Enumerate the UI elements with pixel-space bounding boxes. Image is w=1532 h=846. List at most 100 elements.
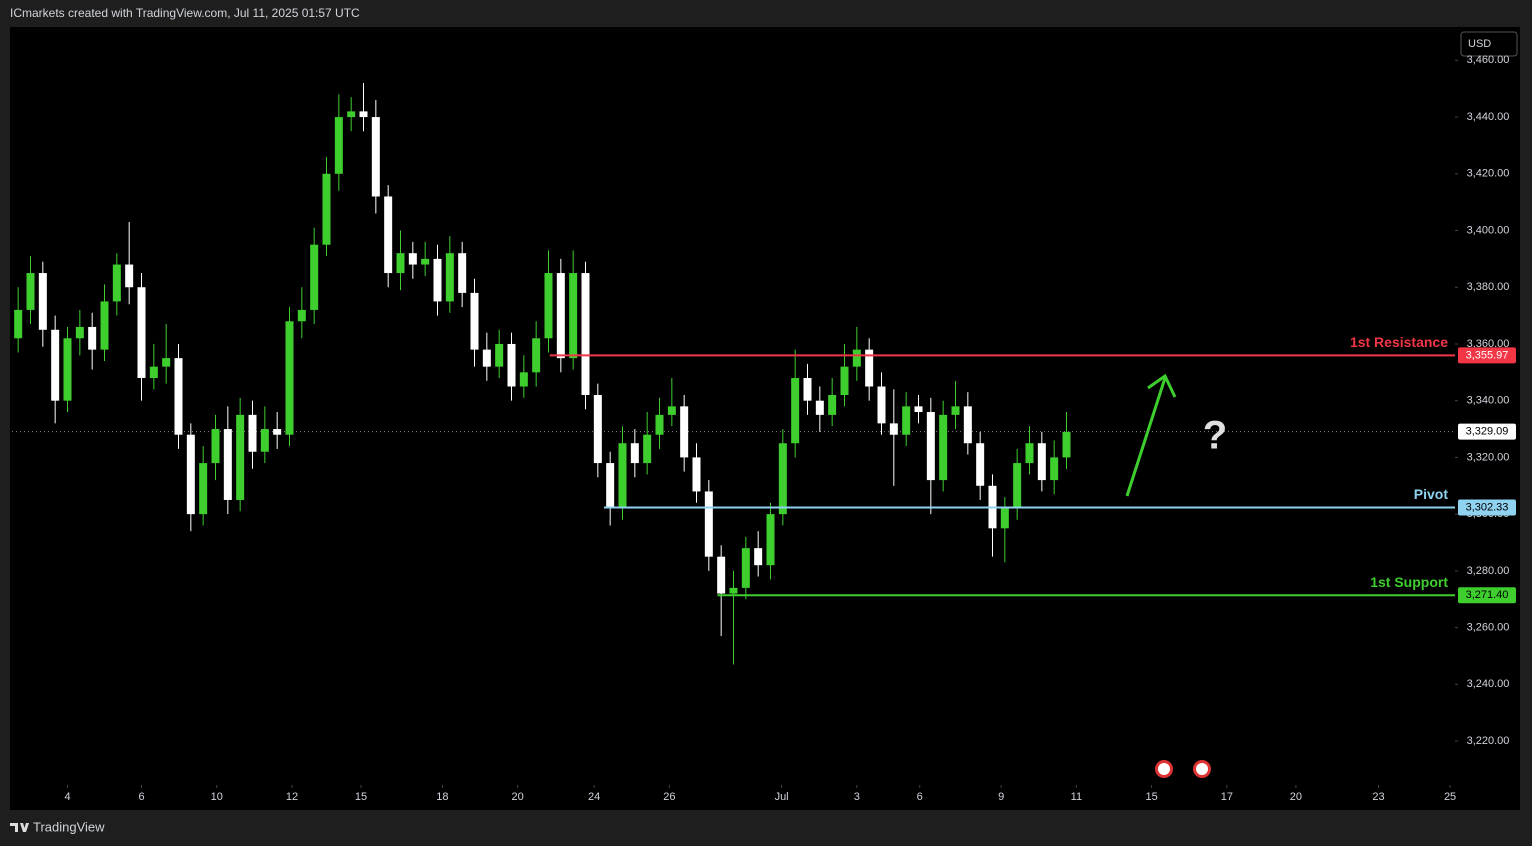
x-tick-label: 18 xyxy=(436,791,448,803)
candle-body xyxy=(754,548,763,566)
x-tick-label: 11 xyxy=(1071,791,1082,803)
candle-body xyxy=(865,349,874,387)
candle-body xyxy=(88,326,97,350)
candle-body xyxy=(14,309,23,339)
candle-body xyxy=(260,429,269,452)
candle-body xyxy=(137,287,146,378)
chart-panel xyxy=(10,27,1520,810)
x-tick-label: 6 xyxy=(138,791,144,803)
candle-body xyxy=(976,443,985,486)
candle-body xyxy=(1025,443,1034,464)
candle-body xyxy=(556,273,565,359)
currency[interactable]: USD xyxy=(1468,38,1491,50)
candle-body xyxy=(26,273,35,310)
candle-body xyxy=(630,443,639,464)
candle-body xyxy=(544,273,553,339)
x-tick-label: 10 xyxy=(211,791,223,803)
candle-body xyxy=(236,414,245,500)
candle-body xyxy=(458,253,467,293)
candle-body xyxy=(951,406,960,415)
candle-body xyxy=(914,406,923,413)
candle-body xyxy=(791,377,800,444)
x-tick-label: 6 xyxy=(917,791,923,803)
candle-body xyxy=(334,117,343,174)
candle-body xyxy=(75,326,84,339)
candle-body xyxy=(569,273,578,359)
candle-body xyxy=(939,414,948,481)
candle-body xyxy=(667,406,676,415)
x-tick-label: 25 xyxy=(1444,791,1456,803)
y-tick-label: 3,220.00 xyxy=(1467,735,1510,747)
last-price-box xyxy=(1458,423,1516,440)
candle-body xyxy=(778,443,787,515)
y-tick-label: 3,380.00 xyxy=(1467,281,1510,293)
candle-body xyxy=(655,414,664,435)
x-tick-label: 26 xyxy=(663,791,675,803)
candle-body xyxy=(963,406,972,444)
candle-body xyxy=(310,244,319,310)
candle-body xyxy=(125,264,134,288)
candle-body xyxy=(470,292,479,350)
candle-body xyxy=(815,400,824,415)
footer: TradingView xyxy=(33,819,105,834)
arrow-head xyxy=(1147,373,1177,398)
logo xyxy=(10,823,29,832)
candle-body xyxy=(1062,431,1071,458)
candle-body xyxy=(803,377,812,401)
candle-body xyxy=(828,395,837,415)
candle-body xyxy=(359,111,368,118)
candle-body xyxy=(445,253,454,302)
candle-body xyxy=(704,491,713,557)
candle-body xyxy=(162,358,171,367)
level-name: 1st Resistance xyxy=(1350,334,1448,350)
candle-body xyxy=(902,406,911,435)
x-tick-label: Jul xyxy=(775,791,789,803)
candle-body xyxy=(38,273,47,330)
y-tick-label: 3,440.00 xyxy=(1467,111,1510,123)
candle-body xyxy=(112,264,121,302)
candle-body xyxy=(421,258,430,265)
level-price: 3,271.40 xyxy=(1466,589,1509,601)
x-tick-label: 24 xyxy=(588,791,600,803)
candle-body xyxy=(149,366,158,378)
candle-body xyxy=(223,429,232,500)
level-name: 1st Support xyxy=(1370,574,1448,590)
currency-box[interactable] xyxy=(1460,31,1518,57)
candle-body xyxy=(322,173,331,245)
level-price-box xyxy=(1458,347,1516,364)
candle-body xyxy=(285,321,294,435)
candle-body xyxy=(371,117,380,197)
y-tick-label: 3,360.00 xyxy=(1467,338,1510,350)
candle-body xyxy=(63,338,72,401)
candle-body xyxy=(384,196,393,274)
candle-body xyxy=(273,429,282,435)
candle-body xyxy=(408,253,417,265)
x-tick-label: 3 xyxy=(854,791,860,803)
candle-body xyxy=(593,395,602,464)
arrow xyxy=(1125,377,1167,497)
level-price: 3,302.33 xyxy=(1466,501,1509,513)
y-tick-label: 3,320.00 xyxy=(1467,451,1510,463)
y-tick-label: 3,460.00 xyxy=(1467,54,1510,66)
candle-body xyxy=(1013,463,1022,509)
candle-body xyxy=(51,329,60,401)
y-tick-label: 3,420.00 xyxy=(1467,168,1510,180)
candle-body xyxy=(186,434,195,515)
candle-body xyxy=(433,258,442,302)
header: ICmarkets created with TradingView.com, … xyxy=(10,6,360,20)
candle-body xyxy=(507,343,516,387)
event-icons xyxy=(1155,760,1211,778)
candle-body xyxy=(692,457,701,492)
candle-body xyxy=(532,338,541,373)
y-tick-label: 3,400.00 xyxy=(1467,224,1510,236)
y-tick-label: 3,260.00 xyxy=(1467,621,1510,633)
x-tick-label: 4 xyxy=(64,791,70,803)
candle-body xyxy=(877,386,886,424)
candle-body xyxy=(1037,443,1046,481)
candle-body xyxy=(840,366,849,396)
candle-body xyxy=(729,587,738,594)
candle-body xyxy=(889,423,898,435)
candle-body xyxy=(396,253,405,274)
y-tick-label: 3,340.00 xyxy=(1467,395,1510,407)
